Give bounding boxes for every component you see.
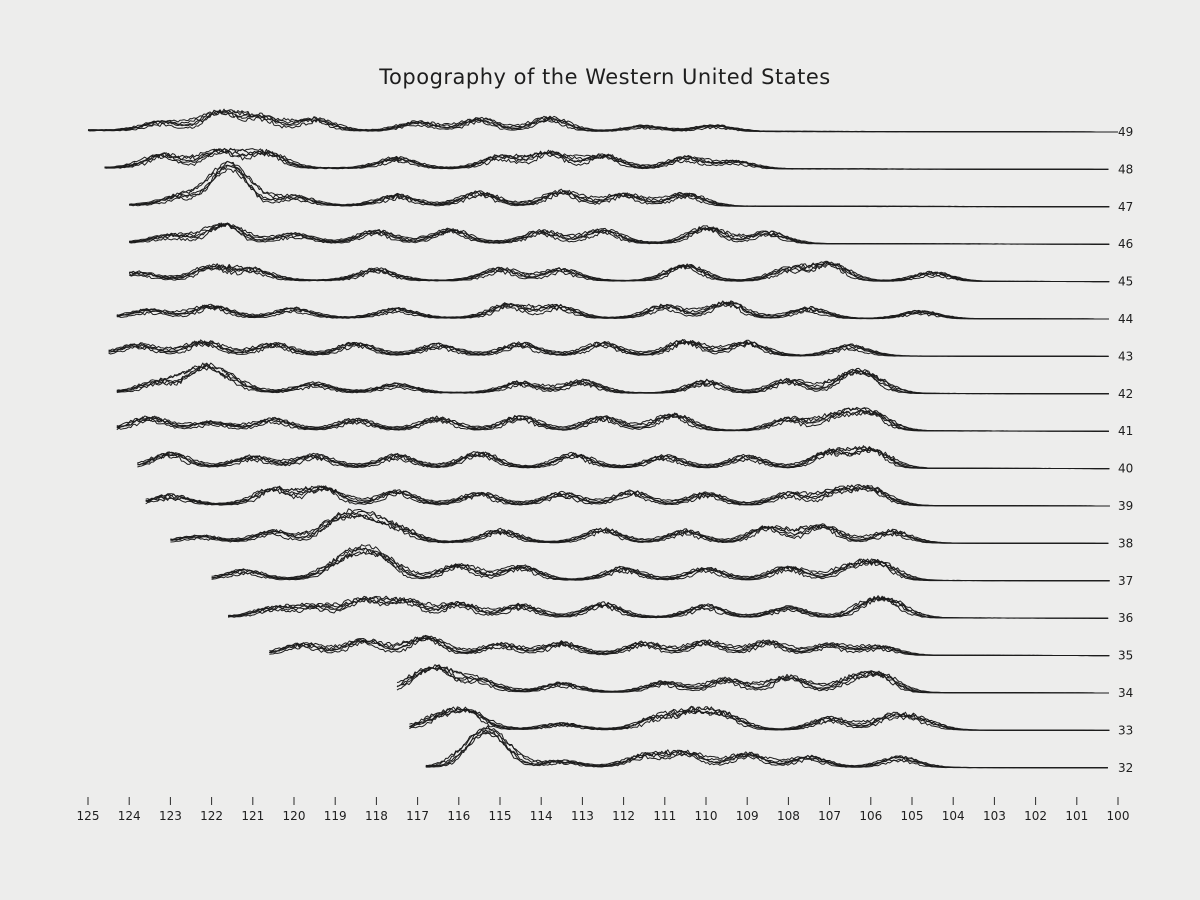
- profile-line-40-5: [137, 448, 1110, 470]
- x-tick-label-109: 109: [736, 809, 759, 823]
- profile-line-32-5: [425, 727, 1108, 769]
- latitude-label-36: 36: [1118, 611, 1133, 625]
- profile-line-42-3: [116, 365, 1109, 395]
- latitude-label-39: 39: [1118, 499, 1133, 513]
- x-tick-label-114: 114: [530, 809, 553, 823]
- x-tick-label-123: 123: [159, 809, 182, 823]
- x-tick-label-120: 120: [283, 809, 306, 823]
- profile-line-42-5: [116, 364, 1109, 395]
- profile-line-49-3: [87, 110, 1118, 133]
- profile-line-38-5: [170, 512, 1109, 544]
- profile-line-42-2: [116, 363, 1109, 395]
- x-tick-label-105: 105: [901, 809, 924, 823]
- chart-title: Topography of the Western United States: [378, 65, 830, 89]
- profile-line-37-5: [211, 548, 1110, 582]
- profile-line-44-5: [116, 302, 1109, 320]
- profile-line-48-3: [104, 150, 1109, 170]
- x-tick-label-125: 125: [77, 809, 100, 823]
- profile-line-44-1: [116, 300, 1109, 320]
- latitude-label-43: 43: [1118, 349, 1133, 363]
- profile-line-46-5: [129, 223, 1110, 245]
- x-tick-label-121: 121: [241, 809, 264, 823]
- profile-line-44-4: [116, 301, 1109, 320]
- x-tick-label-107: 107: [818, 809, 841, 823]
- x-tick-label-117: 117: [406, 809, 429, 823]
- profile-line-45-5: [128, 263, 1110, 283]
- latitude-label-46: 46: [1118, 237, 1133, 251]
- x-tick-label-106: 106: [859, 809, 882, 823]
- profile-line-48-5: [104, 151, 1109, 170]
- profile-line-35-4: [269, 637, 1110, 657]
- latitude-label-47: 47: [1118, 200, 1133, 214]
- latitude-label-42: 42: [1118, 387, 1133, 401]
- latitude-label-49: 49: [1118, 125, 1133, 139]
- latitude-label-41: 41: [1118, 424, 1133, 438]
- profile-line-37-3: [211, 549, 1110, 582]
- profile-line-33-5: [409, 709, 1110, 731]
- profile-line-43-5: [108, 341, 1109, 357]
- profile-line-36-5: [227, 597, 1109, 619]
- profile-line-41-5: [116, 411, 1109, 432]
- latitude-label-38: 38: [1118, 536, 1133, 550]
- profile-line-47-5: [129, 160, 1110, 208]
- x-tick-label-102: 102: [1024, 809, 1047, 823]
- profile-line-49-5: [87, 110, 1118, 133]
- profile-line-47-3: [129, 164, 1110, 208]
- profile-line-33-2: [409, 705, 1110, 731]
- latitude-label-40: 40: [1118, 462, 1133, 476]
- x-tick-label-115: 115: [489, 809, 512, 823]
- latitude-label-32: 32: [1118, 761, 1133, 775]
- x-tick-label-112: 112: [612, 809, 635, 823]
- latitude-label-48: 48: [1118, 162, 1133, 176]
- x-tick-label-110: 110: [695, 809, 718, 823]
- profile-line-37-2: [211, 546, 1110, 582]
- profile-line-44-2: [116, 300, 1109, 320]
- profile-lines: [87, 108, 1118, 769]
- latitude-label-34: 34: [1118, 686, 1133, 700]
- profile-line-34-5: [396, 666, 1109, 694]
- x-tick-label-100: 100: [1107, 809, 1130, 823]
- profile-line-39-5: [145, 487, 1110, 507]
- x-tick-label-103: 103: [983, 809, 1006, 823]
- x-tick-label-118: 118: [365, 809, 388, 823]
- x-tick-label-124: 124: [118, 809, 141, 823]
- longitude-axis: 125 124 123 122 121 120 119 118 117 116 115 114 113 1…: [77, 797, 1130, 823]
- x-tick-label-104: 104: [942, 809, 965, 823]
- x-tick-label-108: 108: [777, 809, 800, 823]
- profile-line-35-5: [269, 636, 1110, 657]
- profile-line-33-4: [409, 705, 1110, 731]
- x-tick-label-122: 122: [200, 809, 223, 823]
- latitude-label-33: 33: [1118, 723, 1133, 737]
- latitude-label-44: 44: [1118, 312, 1133, 326]
- x-tick-label-101: 101: [1065, 809, 1088, 823]
- latitude-label-45: 45: [1118, 275, 1133, 289]
- profile-line-32-4: [425, 725, 1108, 769]
- latitude-labels: 49 48 47 46 45 44 43 42 41 40 39 38 37 36 35 34 33 32: [1118, 125, 1133, 775]
- latitude-label-37: 37: [1118, 574, 1133, 588]
- profile-line-42-1: [116, 366, 1109, 395]
- latitude-label-35: 35: [1118, 649, 1133, 663]
- profile-line-37-4: [211, 544, 1110, 582]
- x-tick-label-113: 113: [571, 809, 594, 823]
- x-tick-label-111: 111: [653, 809, 676, 823]
- x-tick-label-116: 116: [447, 809, 470, 823]
- profile-line-48-4: [104, 147, 1109, 170]
- x-tick-label-119: 119: [324, 809, 347, 823]
- profile-line-44-3: [116, 301, 1109, 320]
- profile-line-47-1: [129, 168, 1110, 208]
